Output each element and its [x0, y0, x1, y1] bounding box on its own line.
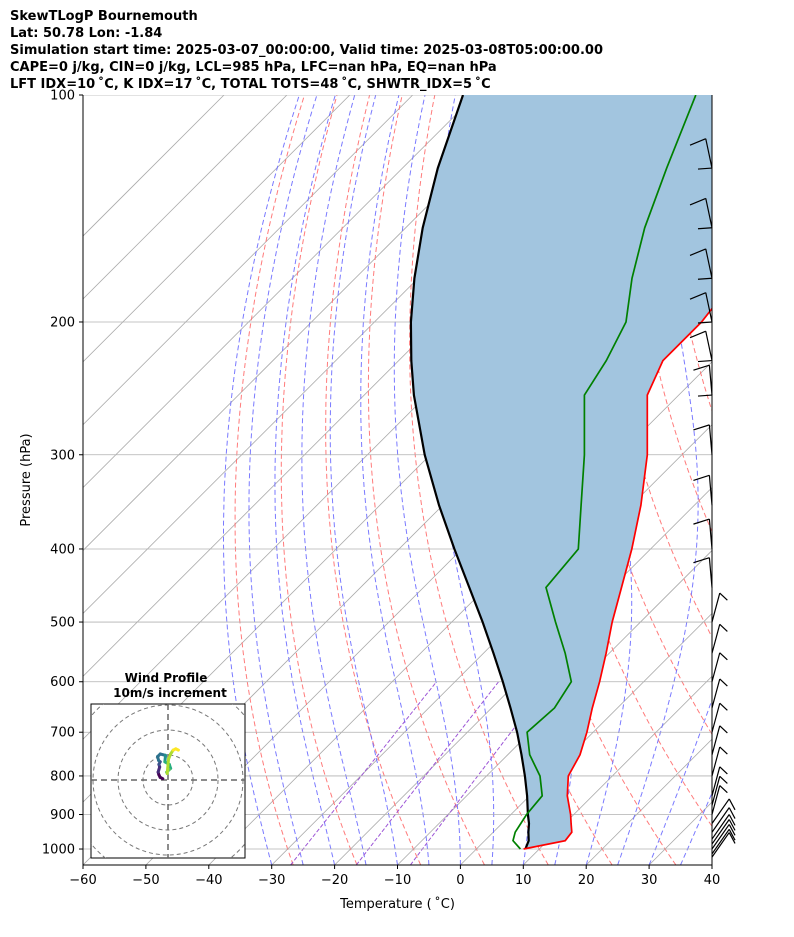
x-tick-label: −10: [384, 873, 411, 888]
wind-barb: [711, 592, 728, 623]
isotherm: [83, 95, 288, 300]
moist-adiabat: [248, 95, 318, 865]
x-tick-label: −30: [258, 873, 285, 888]
x-tick-label: 10: [515, 873, 532, 888]
wind-barb: [689, 197, 713, 230]
x-tick-label: 0: [456, 873, 464, 888]
wind-barb: [711, 678, 728, 709]
isotherm: [523, 675, 712, 865]
isotherm: [83, 95, 225, 237]
wind-barb: [689, 138, 713, 170]
dry-adiabat: [280, 95, 358, 865]
wind-barb: [711, 798, 736, 824]
y-tick-label: 500: [50, 616, 75, 631]
dry-adiabat: [629, 95, 712, 533]
dry-adiabat: [367, 95, 485, 865]
x-tick-label: −50: [132, 873, 159, 888]
wind-barb: [711, 785, 728, 815]
inset-title: Wind Profile: [125, 671, 208, 685]
chart-header: SkewTLogP Bournemouth Lat: 50.78 Lon: -1…: [10, 8, 780, 93]
temperature-line: [523, 307, 712, 850]
wind-barb: [711, 766, 728, 796]
wind-barb: [689, 330, 713, 363]
wind-barb: [689, 248, 713, 280]
location-line: Lat: 50.78 Lon: -1.84: [10, 26, 163, 41]
wind-barb: [711, 652, 728, 682]
x-tick-label: 40: [704, 873, 721, 888]
parcel-profile-line: [409, 95, 531, 850]
isotherm: [83, 95, 351, 363]
cin-shading: [410, 95, 712, 849]
wind-barb: [711, 819, 736, 845]
isotherm: [83, 95, 476, 489]
moist-adiabat: [301, 95, 367, 865]
mixing-ratio-line: [355, 681, 499, 865]
y-tick-label: 1000: [42, 843, 75, 858]
inset-subtitle: 10m/s increment: [113, 686, 227, 700]
dry-adiabat: [234, 95, 305, 865]
moist-adiabat: [393, 95, 461, 865]
moist-adiabat: [223, 95, 300, 865]
wind-barb: [711, 807, 736, 833]
y-axis-label: Pressure (hPa): [19, 433, 34, 526]
dry-adiabat: [761, 95, 794, 865]
mixing-ratio-line: [290, 681, 437, 865]
wind-barb: [711, 824, 736, 850]
wind-barb: [711, 725, 728, 755]
dry-adiabat: [409, 95, 549, 865]
indices-line-1: CAPE=0 j/kg, CIN=0 j/kg, LCL=985 hPa, LF…: [10, 60, 497, 75]
y-tick-label: 200: [50, 315, 75, 330]
y-tick-label: 400: [50, 542, 75, 557]
isotherm: [711, 864, 712, 865]
wind-barb: [689, 292, 713, 324]
y-tick-label: 700: [50, 726, 75, 741]
hodograph-segment: [165, 757, 171, 775]
moist-adiabat: [617, 95, 699, 865]
wind-barb: [693, 557, 713, 588]
x-tick-label: −60: [69, 873, 96, 888]
x-axis-label: Temperature ( ˚C): [339, 896, 455, 912]
isotherm: [83, 95, 413, 426]
isotherm: [460, 612, 712, 865]
isotherm: [83, 95, 539, 552]
hodograph-segment: [174, 747, 180, 752]
isotherm: [334, 487, 712, 865]
x-tick-label: −40: [195, 873, 222, 888]
wind-barb: [711, 702, 728, 733]
wind-barb: [711, 623, 728, 654]
isotherm: [775, 95, 794, 865]
wind-barb: [711, 832, 736, 858]
indices-line-2: LFT IDX=10 ˚C, K IDX=17 ˚C, TOTAL TOTS=4…: [10, 77, 491, 92]
wind-barb: [711, 828, 736, 855]
dewpoint-line: [512, 95, 697, 850]
y-tick-label: 300: [50, 448, 75, 463]
time-line: Simulation start time: 2025-03-07_00:00:…: [10, 43, 603, 58]
wind-barb: [711, 775, 728, 806]
moist-adiabat: [648, 698, 712, 865]
y-tick-label: 100: [50, 89, 75, 104]
y-tick-label: 800: [50, 769, 75, 784]
moist-adiabat: [360, 95, 430, 865]
dry-adiabat: [728, 95, 794, 865]
moist-adiabat: [329, 95, 398, 865]
wind-barb: [711, 746, 728, 777]
x-tick-label: 20: [578, 873, 595, 888]
moist-adiabat: [711, 863, 712, 865]
moist-adiabat: [680, 791, 712, 865]
dry-adiabat: [325, 95, 422, 865]
chart-title: SkewTLogP Bournemouth: [10, 9, 198, 24]
y-tick-label: 900: [50, 808, 75, 823]
wind-barb: [711, 814, 736, 840]
isotherm: [271, 424, 712, 865]
x-tick-label: 30: [641, 873, 658, 888]
y-tick-label: 600: [50, 675, 75, 690]
x-tick-label: −20: [321, 873, 348, 888]
moist-adiabat: [274, 95, 336, 865]
